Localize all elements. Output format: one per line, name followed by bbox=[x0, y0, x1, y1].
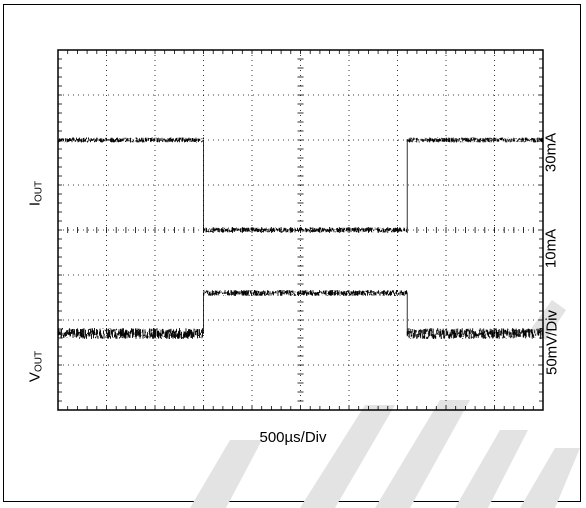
trace-iout-segment-0 bbox=[57, 137, 204, 143]
trace-vout-segment-1 bbox=[203, 290, 408, 296]
level-30ma-label: 30mA bbox=[542, 132, 560, 173]
x-axis-label: 500µs/Div bbox=[259, 429, 327, 446]
vout-label-sub: OUT bbox=[33, 350, 45, 373]
trace-iout-segment-2 bbox=[406, 137, 544, 143]
iout-label-main: I bbox=[26, 201, 44, 207]
vout-label-main: V bbox=[26, 372, 44, 383]
iout-label: IOUT bbox=[26, 172, 45, 216]
vout-scale-label: 50mV/Div bbox=[543, 309, 561, 376]
level-10ma-label: 10mA bbox=[542, 228, 560, 269]
iout-label-sub: OUT bbox=[33, 180, 45, 202]
vout-label: VOUT bbox=[26, 345, 45, 389]
figure-frame bbox=[3, 4, 581, 502]
trace-vout-segment-2 bbox=[406, 328, 544, 339]
trace-vout-segment-0 bbox=[57, 328, 204, 339]
trace-iout-segment-1 bbox=[203, 227, 408, 233]
